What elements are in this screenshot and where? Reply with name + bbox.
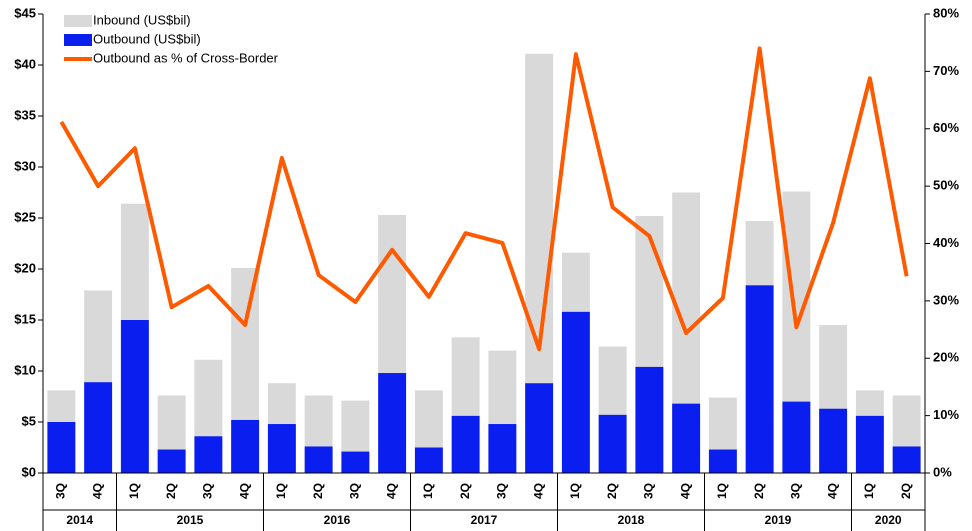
x-tick-label: 4Q — [384, 483, 398, 499]
legend-label: Inbound (US$bil) — [93, 12, 191, 27]
bar — [267, 424, 296, 473]
x-tick-label: 3Q — [495, 483, 509, 499]
bar — [120, 320, 149, 473]
x-tick-label: 4Q — [90, 483, 104, 499]
x-tick-label: 4Q — [237, 483, 251, 499]
bar — [378, 373, 407, 473]
bar — [598, 414, 627, 473]
x-tick-label: 4Q — [825, 483, 839, 499]
bar — [819, 408, 848, 473]
bar — [855, 415, 884, 473]
x-tick-label: 2Q — [899, 483, 913, 499]
y-tick-label: $35 — [14, 107, 36, 122]
bar — [708, 449, 737, 473]
year-label: 2016 — [324, 513, 351, 527]
legend-label: Outbound (US$bil) — [93, 31, 201, 46]
bar — [84, 382, 113, 473]
x-tick-label: 4Q — [531, 483, 545, 499]
y-tick-label: $5 — [22, 413, 36, 428]
y2-tick-label: 60% — [933, 120, 959, 135]
x-tick-label: 2Q — [164, 483, 178, 499]
y2-tick-label: 40% — [933, 235, 959, 250]
x-tick-label: 1Q — [421, 483, 435, 499]
bar — [47, 422, 76, 473]
x-tick-label: 3Q — [54, 483, 68, 499]
bar — [488, 424, 517, 473]
y2-tick-label: 10% — [933, 407, 959, 422]
y2-tick-label: 0% — [933, 464, 952, 479]
bar — [672, 403, 701, 473]
x-tick-label: 2Q — [752, 483, 766, 499]
year-label: 2015 — [177, 513, 204, 527]
year-label: 2014 — [66, 513, 93, 527]
y-tick-label: $25 — [14, 209, 36, 224]
y2-tick-label: 80% — [933, 5, 959, 20]
x-tick-label: 1Q — [715, 483, 729, 499]
bar — [561, 311, 590, 473]
x-tick-label: 3Q — [789, 483, 803, 499]
bar — [745, 285, 774, 473]
year-label: 2019 — [765, 513, 792, 527]
y-tick-label: $15 — [14, 311, 36, 326]
y-tick-label: $20 — [14, 260, 36, 275]
bar — [782, 401, 811, 473]
y-tick-label: $45 — [14, 5, 36, 20]
year-label: 2020 — [875, 513, 902, 527]
bar — [304, 446, 333, 473]
bar — [414, 447, 443, 473]
y-tick-label: $10 — [14, 362, 36, 377]
x-tick-label: 3Q — [201, 483, 215, 499]
bar — [525, 383, 554, 473]
x-tick-label: 1Q — [862, 483, 876, 499]
x-tick-label: 2Q — [605, 483, 619, 499]
x-tick-label: 2Q — [311, 483, 325, 499]
bar — [635, 366, 664, 473]
bar — [451, 415, 480, 473]
year-label: 2018 — [618, 513, 645, 527]
x-tick-label: 1Q — [568, 483, 582, 499]
bar — [341, 451, 370, 473]
x-tick-label: 3Q — [642, 483, 656, 499]
y2-tick-label: 30% — [933, 292, 959, 307]
x-tick-label: 1Q — [127, 483, 141, 499]
x-tick-label: 4Q — [678, 483, 692, 499]
line — [59, 46, 909, 352]
y2-tick-label: 70% — [933, 63, 959, 78]
y2-tick-label: 20% — [933, 350, 959, 365]
x-tick-label: 3Q — [348, 483, 362, 499]
bar — [231, 419, 260, 473]
y-tick-label: $40 — [14, 56, 36, 71]
x-tick-label: 1Q — [274, 483, 288, 499]
legend-swatch — [64, 15, 92, 27]
bar — [157, 449, 186, 473]
legend-label: Outbound as % of Cross-Border — [93, 50, 279, 65]
y-tick-label: $0 — [22, 464, 36, 479]
x-tick-label: 2Q — [458, 483, 472, 499]
legend-swatch — [64, 34, 92, 46]
year-label: 2017 — [471, 513, 498, 527]
bar — [194, 436, 223, 473]
y-tick-label: $30 — [14, 158, 36, 173]
y2-tick-label: 50% — [933, 178, 959, 193]
bar — [892, 446, 921, 473]
